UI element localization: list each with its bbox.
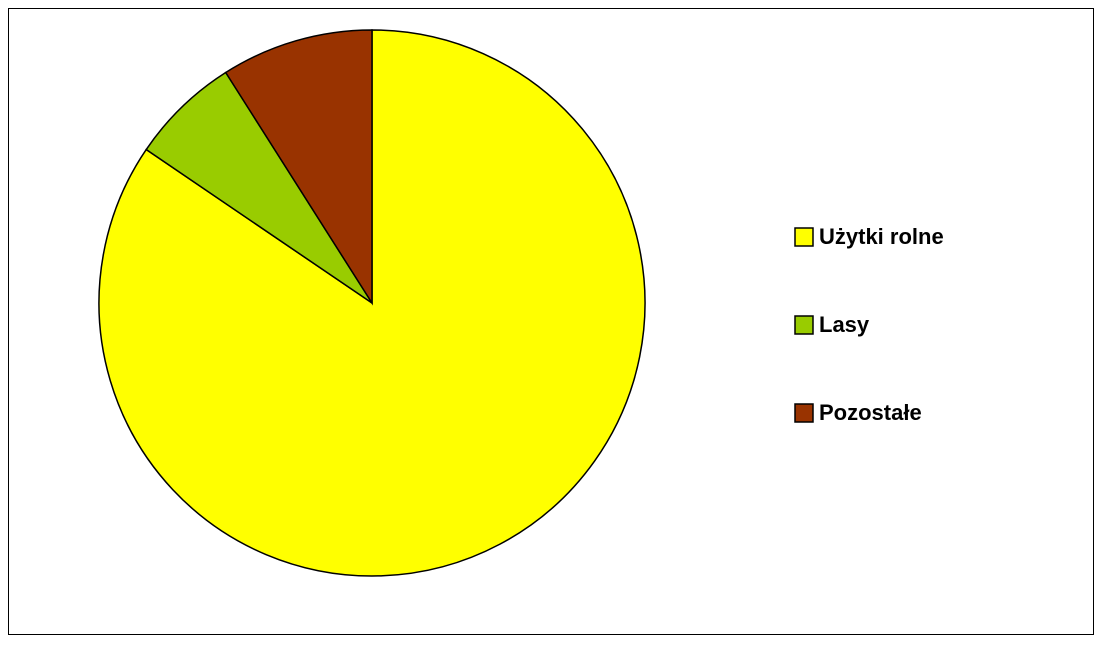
legend-swatch: [794, 403, 814, 423]
legend-label: Pozostałe: [819, 400, 922, 425]
legend-swatch: [794, 315, 814, 335]
legend-label: Lasy: [819, 312, 870, 337]
pie-slice: [145, 71, 373, 304]
legend-swatch: [794, 227, 814, 247]
pie-slice: [224, 29, 373, 306]
legend-label: Użytki rolne: [819, 224, 944, 249]
